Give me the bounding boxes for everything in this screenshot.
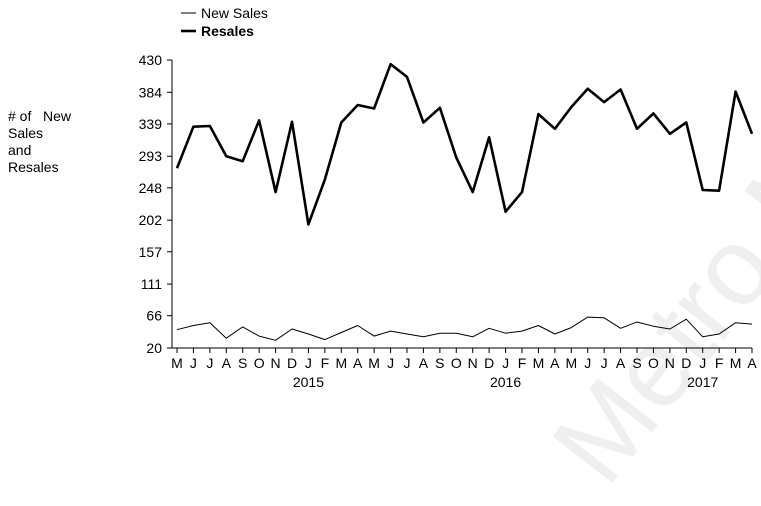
x-tick-label-13: J [387, 355, 394, 371]
x-tick-label-26: J [601, 355, 608, 371]
x-tick-label-2: J [206, 355, 213, 371]
x-tick-label-4: S [238, 355, 247, 371]
x-tick-label-16: S [435, 355, 444, 371]
y-tick-label-9: 430 [139, 52, 163, 68]
x-tick-label-8: J [305, 355, 312, 371]
x-tick-label-32: J [699, 355, 706, 371]
x-tick-label-17: O [451, 355, 462, 371]
x-tick-label-25: J [584, 355, 591, 371]
series-line-new-sales [176, 316, 753, 341]
x-tick-label-3: A [222, 355, 232, 371]
x-tick-label-7: D [287, 355, 297, 371]
x-tick-label-6: N [271, 355, 281, 371]
y-tick-label-4: 202 [139, 212, 163, 228]
y-axis-label: # of New Sales and Resales [8, 108, 72, 175]
y-tick-label-6: 293 [139, 148, 163, 164]
y-tick-label-0: 20 [146, 340, 162, 356]
x-tick-label-28: S [632, 355, 641, 371]
x-tick-label-21: F [518, 355, 527, 371]
x-tick-label-5: O [254, 355, 265, 371]
series-line-resales [175, 62, 754, 226]
y-tick-label-5: 248 [139, 180, 163, 196]
x-tick-label-10: M [335, 355, 347, 371]
year-label-2017: 2017 [687, 374, 718, 390]
x-tick-label-31: D [681, 355, 691, 371]
y-tick-label-3: 157 [139, 244, 163, 260]
x-tick-label-19: D [484, 355, 494, 371]
y-tick-label-7: 339 [139, 116, 163, 132]
x-tick-label-9: F [321, 355, 330, 371]
x-tick-label-18: N [468, 355, 478, 371]
x-tick-label-20: J [502, 355, 509, 371]
x-tick-label-0: M [171, 355, 183, 371]
x-tick-label-35: A [747, 355, 757, 371]
x-tick-label-30: N [665, 355, 675, 371]
y-tick-label-8: 384 [139, 84, 163, 100]
y-tick-label-2: 111 [141, 276, 162, 292]
x-tick-label-1: J [190, 355, 197, 371]
y-tick-label-1: 66 [146, 308, 162, 324]
legend-label-resales: Resales [201, 23, 254, 39]
x-tick-label-34: M [730, 355, 742, 371]
x-tick-label-23: A [550, 355, 560, 371]
x-tick-label-24: M [565, 355, 577, 371]
year-label-2015: 2015 [293, 374, 324, 390]
x-tick-label-14: J [404, 355, 411, 371]
legend-label-new-sales: New Sales [201, 5, 268, 21]
x-tick-label-12: M [368, 355, 380, 371]
x-tick-label-29: O [648, 355, 659, 371]
x-tick-label-27: A [616, 355, 626, 371]
x-tick-label-11: A [353, 355, 363, 371]
x-tick-label-15: A [419, 355, 429, 371]
x-tick-label-22: M [533, 355, 545, 371]
x-tick-label-33: F [715, 355, 724, 371]
year-label-2016: 2016 [490, 374, 521, 390]
